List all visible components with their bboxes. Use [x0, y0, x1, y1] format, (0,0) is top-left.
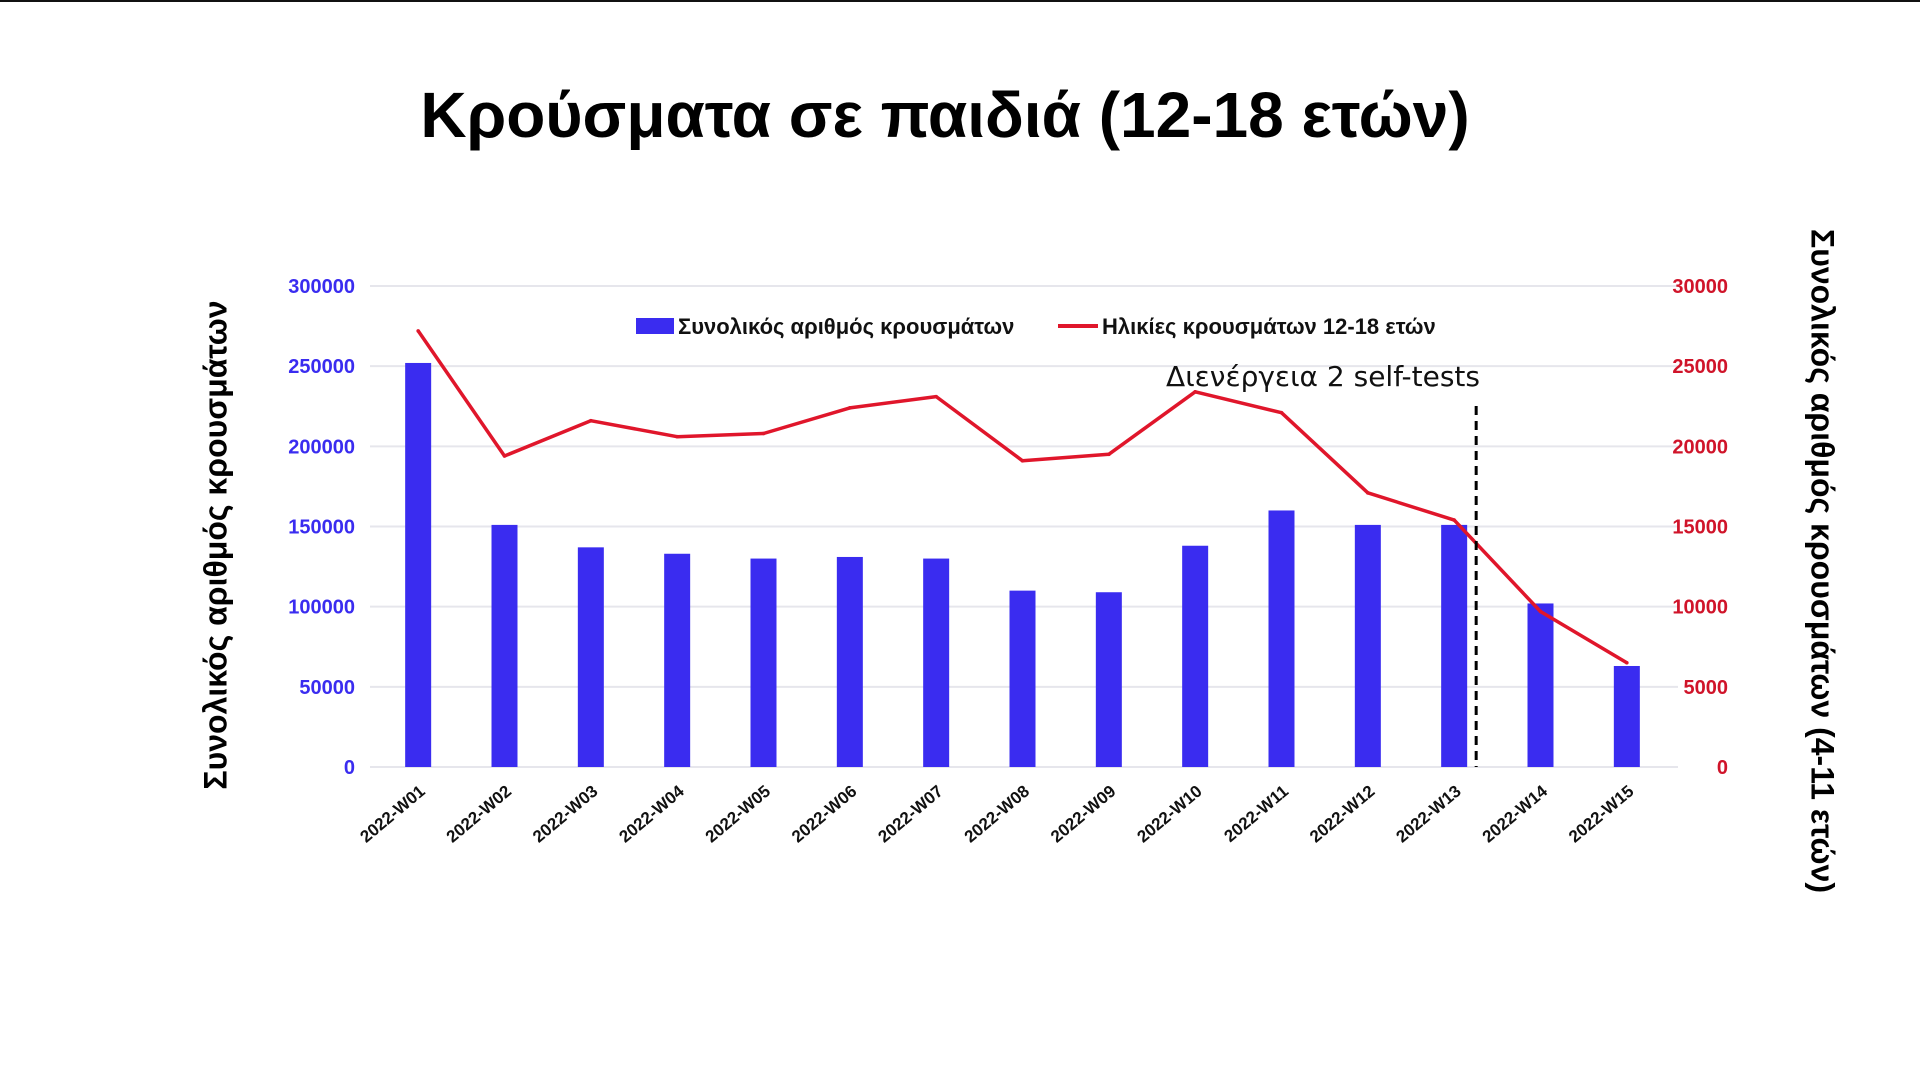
line-point	[589, 418, 593, 423]
x-tick-label: 2022-W05	[702, 782, 774, 847]
x-tick-label: 2022-W03	[529, 782, 601, 847]
line-point	[934, 394, 938, 399]
x-tick-label: 2022-W10	[1133, 782, 1205, 847]
x-tick-label: 2022-W02	[443, 782, 515, 847]
bar	[1354, 524, 1381, 767]
line-point	[502, 454, 507, 458]
x-tick-label: 2022-W15	[1565, 782, 1637, 847]
bar	[491, 524, 518, 767]
x-tick-label: 2022-W01	[356, 782, 428, 847]
top-border-line	[0, 0, 1920, 2]
legend-swatch-bars	[636, 318, 674, 334]
bar	[405, 362, 432, 767]
x-tick-label: 2022-W09	[1047, 782, 1119, 847]
y-tick-right: 10000	[1672, 597, 1728, 619]
bar	[1441, 524, 1468, 767]
y-tick-right: 5000	[1684, 677, 1729, 699]
x-tick-label: 2022-W12	[1306, 782, 1378, 847]
x-tick-label: 2022-W13	[1392, 782, 1464, 847]
line-point	[416, 329, 420, 333]
bar	[923, 558, 950, 767]
line-point	[761, 431, 766, 436]
y-tick-left: 300000	[288, 276, 355, 298]
bar	[1182, 545, 1209, 767]
legend-label-line: Ηλικίες κρουσμάτων 12-18 ετών	[1102, 314, 1436, 339]
y-tick-left: 0	[344, 757, 355, 779]
y-tick-left: 150000	[288, 517, 355, 539]
y-tick-left: 250000	[288, 356, 355, 378]
line-point	[1538, 609, 1543, 614]
y-tick-right: 30000	[1672, 276, 1728, 298]
line-point	[1366, 491, 1370, 495]
annotation-text: Διενέργεια 2 self-tests	[1166, 360, 1480, 393]
line-point	[1625, 660, 1629, 665]
y-tick-right: 15000	[1672, 517, 1728, 539]
bar	[1268, 510, 1295, 767]
x-tick-label: 2022-W07	[874, 782, 946, 847]
y-tick-right: 20000	[1672, 436, 1728, 458]
bar	[750, 558, 777, 767]
y-tick-left: 50000	[299, 677, 355, 699]
bar	[1009, 590, 1036, 767]
line-point	[1452, 518, 1456, 522]
x-tick-label: 2022-W04	[615, 781, 688, 846]
legend-label-bars: Συνολικός αριθμός κρουσμάτων	[678, 314, 1014, 339]
bar	[664, 553, 691, 767]
line-point	[1279, 410, 1284, 415]
bar	[1613, 665, 1640, 767]
y-tick-left: 200000	[288, 436, 355, 458]
x-tick-label: 2022-W06	[788, 782, 860, 847]
y-tick-right: 0	[1717, 757, 1728, 779]
line-point	[675, 434, 679, 439]
bar	[836, 556, 863, 767]
bar	[577, 547, 604, 767]
line-point	[1107, 452, 1111, 457]
y-tick-right: 25000	[1672, 356, 1728, 378]
bar	[1527, 603, 1554, 767]
bar	[1095, 592, 1122, 767]
line-point	[1193, 390, 1197, 394]
x-tick-label: 2022-W14	[1479, 781, 1552, 846]
x-tick-label: 2022-W11	[1220, 782, 1292, 846]
x-tick-label: 2022-W08	[961, 782, 1033, 847]
line-point	[848, 406, 852, 410]
chart-title: Κρούσματα σε παιδιά (12-18 ετών)	[420, 79, 1470, 151]
line-point	[1020, 458, 1025, 463]
y-tick-left: 100000	[288, 597, 355, 619]
